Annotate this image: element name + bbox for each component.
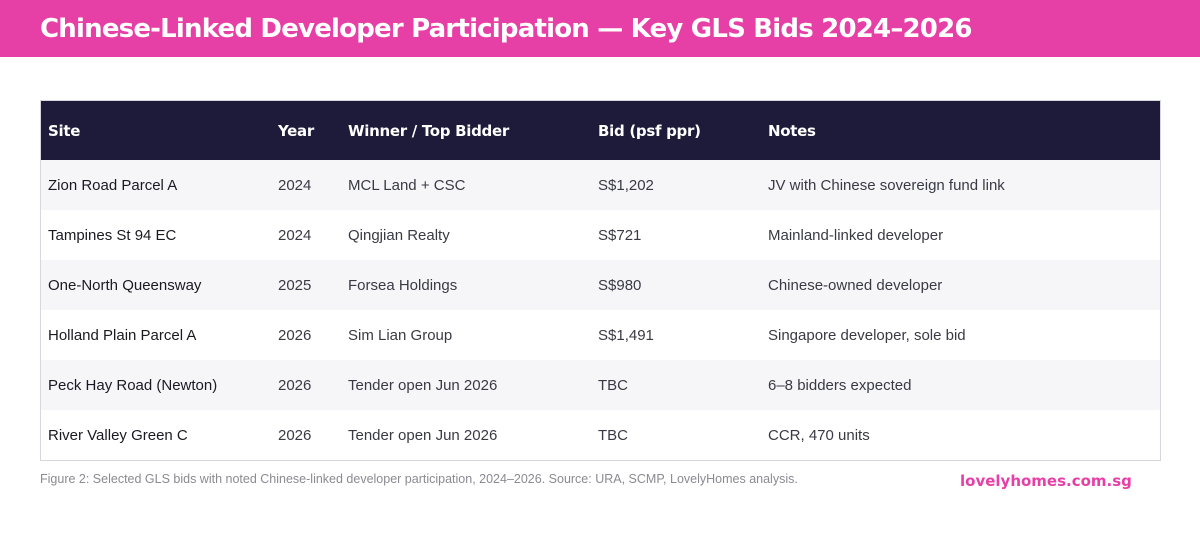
- page-title: Chinese-Linked Developer Participation —…: [40, 14, 972, 44]
- column-header-winner: Winner / Top Bidder: [348, 121, 509, 140]
- cell-winner: Qingjian Realty: [348, 226, 450, 244]
- cell-winner: Tender open Jun 2026: [348, 426, 498, 444]
- cell-site: Zion Road Parcel A: [48, 176, 178, 194]
- cell-notes: 6–8 bidders expected: [768, 376, 912, 394]
- cell-site: One-North Queensway: [48, 276, 202, 294]
- cell-bid: S$980: [598, 276, 642, 294]
- cell-winner: Tender open Jun 2026: [348, 376, 498, 394]
- cell-notes: Mainland-linked developer: [768, 226, 944, 244]
- cell-year: 2026: [278, 376, 312, 394]
- cell-notes: Singapore developer, sole bid: [768, 326, 966, 344]
- column-header-site: Site: [48, 121, 81, 140]
- bids-table: Site Year Winner / Top Bidder Bid (psf p…: [41, 101, 1160, 460]
- cell-notes: JV with Chinese sovereign fund link: [768, 176, 1005, 194]
- cell-year: 2024: [278, 226, 312, 244]
- cell-winner: Sim Lian Group: [348, 326, 453, 344]
- cell-year: 2026: [278, 426, 312, 444]
- table-header-row: Site Year Winner / Top Bidder Bid (psf p…: [41, 101, 1160, 160]
- table-row: One-North Queensway 2025 Forsea Holdings…: [41, 260, 1160, 310]
- column-header-year: Year: [278, 121, 314, 140]
- cell-site: River Valley Green C: [48, 426, 188, 444]
- cell-site: Holland Plain Parcel A: [48, 326, 197, 344]
- brand-link[interactable]: lovelyhomes.com.sg: [960, 472, 1132, 490]
- cell-bid: S$1,202: [598, 176, 654, 194]
- cell-site: Peck Hay Road (Newton): [48, 376, 218, 394]
- cell-year: 2026: [278, 326, 312, 344]
- cell-bid: S$1,491: [598, 326, 654, 344]
- title-banner: Chinese-Linked Developer Participation —…: [0, 0, 1200, 57]
- table-row: Peck Hay Road (Newton) 2026 Tender open …: [41, 360, 1160, 410]
- table-row: Zion Road Parcel A 2024 MCL Land + CSC S…: [41, 160, 1160, 210]
- cell-bid: S$721: [598, 226, 642, 244]
- bids-table-container: Site Year Winner / Top Bidder Bid (psf p…: [40, 100, 1161, 461]
- cell-year: 2024: [278, 176, 312, 194]
- cell-site: Tampines St 94 EC: [48, 226, 177, 244]
- cell-year: 2025: [278, 276, 312, 294]
- cell-notes: Chinese-owned developer: [768, 276, 943, 294]
- cell-bid: TBC: [598, 376, 628, 394]
- table-row: River Valley Green C 2026 Tender open Ju…: [41, 410, 1160, 460]
- cell-winner: Forsea Holdings: [348, 276, 458, 294]
- cell-bid: TBC: [598, 426, 628, 444]
- table-row: Holland Plain Parcel A 2026 Sim Lian Gro…: [41, 310, 1160, 360]
- column-header-bid: Bid (psf ppr): [598, 121, 701, 140]
- cell-winner: MCL Land + CSC: [348, 176, 466, 194]
- column-header-notes: Notes: [768, 121, 816, 140]
- figure-caption: Figure 2: Selected GLS bids with noted C…: [40, 472, 798, 486]
- cell-notes: CCR, 470 units: [768, 426, 870, 444]
- table-row: Tampines St 94 EC 2024 Qingjian Realty S…: [41, 210, 1160, 260]
